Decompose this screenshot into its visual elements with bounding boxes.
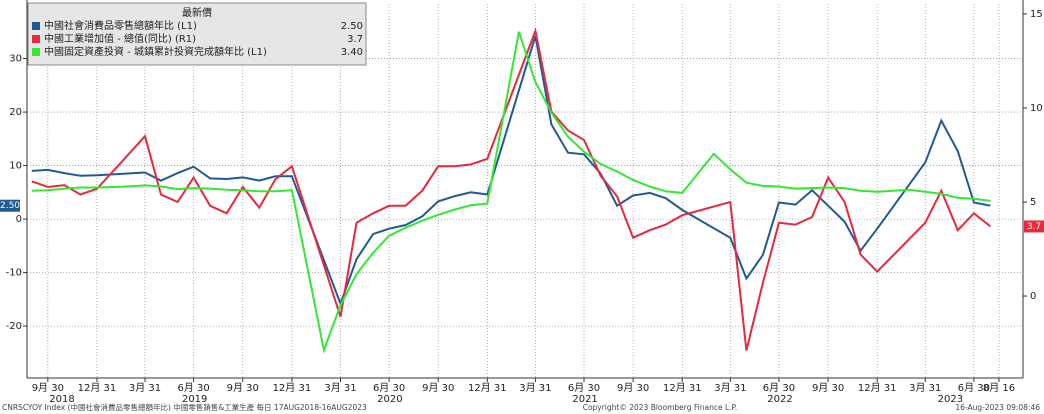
y2-tick-label: 5 bbox=[1030, 197, 1036, 208]
legend-box bbox=[27, 2, 367, 66]
y-tick-label: -20 bbox=[6, 321, 22, 332]
series-line bbox=[31, 27, 992, 351]
latest-label: 3.7 bbox=[1027, 222, 1041, 232]
x-tick-label: 6月 30 bbox=[373, 382, 405, 394]
legend-swatch bbox=[32, 35, 40, 43]
x-tick-label: 12月 31 bbox=[78, 382, 117, 394]
legend-value: 3.40 bbox=[341, 47, 363, 58]
x-tick-label: 3月 31 bbox=[909, 382, 941, 394]
x-year-label: 2021 bbox=[572, 394, 597, 405]
legend-value: 2.50 bbox=[341, 21, 363, 32]
x-tick-label: 9月 30 bbox=[422, 382, 454, 394]
y-tick-label: -10 bbox=[6, 268, 22, 279]
y2-tick-label: 0 bbox=[1030, 291, 1036, 302]
x-tick-label: 6月 30 bbox=[568, 382, 600, 394]
x-tick-label: 9月 30 bbox=[812, 382, 844, 394]
x-tick-label: 12月 31 bbox=[858, 382, 897, 394]
x-year-label: 2020 bbox=[377, 394, 402, 405]
x-tick-label: 3月 31 bbox=[324, 382, 356, 394]
footer-left: CNRSCYOY Index (中國社會消費品零售總額年比) 中國零售銷售&工業… bbox=[2, 402, 367, 412]
y-tick-label: 30 bbox=[9, 54, 22, 65]
x-tick-label: 9月 30 bbox=[617, 382, 649, 394]
legend-swatch bbox=[32, 22, 40, 30]
latest-label: 2.50 bbox=[0, 201, 20, 211]
legend-header: 最新價 bbox=[182, 6, 212, 19]
y2-tick-label: 10 bbox=[1030, 103, 1043, 114]
x-tick-label: 9月 30 bbox=[32, 382, 64, 394]
legend-label: 中國固定資產投資 - 城鎮累計投資完成額年比 (L1) bbox=[44, 45, 267, 58]
latest-box bbox=[0, 199, 20, 212]
x-year-label: 2022 bbox=[767, 394, 792, 405]
x-tick-label: 12月 31 bbox=[468, 382, 507, 394]
x-year-label: 2018 bbox=[49, 394, 74, 405]
y-tick-label: 20 bbox=[9, 107, 22, 118]
x-year-label: 2019 bbox=[182, 394, 207, 405]
x-year-label: 2023 bbox=[938, 394, 963, 405]
lines bbox=[31, 27, 992, 354]
latest-box bbox=[1024, 220, 1044, 233]
legend-value: 3.7 bbox=[347, 34, 363, 45]
series-line bbox=[31, 31, 991, 354]
x-tick-label: 3月 31 bbox=[519, 382, 551, 394]
x-tick-label: 6月 30 bbox=[763, 382, 795, 394]
legend: 最新價 中國社會消費品零售總額年比 (L1) 2.50 中國工業增加值 - 總值(同… bbox=[27, 2, 367, 66]
x-tick-label: 6月 30 bbox=[177, 382, 209, 394]
x-tick-label: 3月 31 bbox=[714, 382, 746, 394]
footer-right: 16-Aug-2023 09:08:46 bbox=[955, 403, 1040, 412]
legend-swatch bbox=[32, 48, 40, 56]
legend-label: 中國社會消費品零售總額年比 (L1) bbox=[44, 19, 197, 32]
y-tick-label: 0 bbox=[16, 214, 22, 225]
y-tick-label: 10 bbox=[9, 161, 22, 172]
x-tick-label: 8月 16 bbox=[983, 382, 1015, 394]
x-tick-label: 12月 31 bbox=[273, 382, 312, 394]
x-tick-label: 3月 31 bbox=[129, 382, 161, 394]
x-tick-label: 9月 30 bbox=[227, 382, 259, 394]
footer-center: Copyright© 2023 Bloomberg Finance L.P. bbox=[583, 403, 738, 412]
y2-tick-label: 15 bbox=[1030, 9, 1043, 20]
legend-label: 中國工業增加值 - 總值(同比) (R1) bbox=[44, 32, 196, 45]
x-tick-label: 6月 30 bbox=[958, 382, 990, 394]
series-line bbox=[31, 35, 991, 307]
x-tick-label: 12月 31 bbox=[663, 382, 702, 394]
